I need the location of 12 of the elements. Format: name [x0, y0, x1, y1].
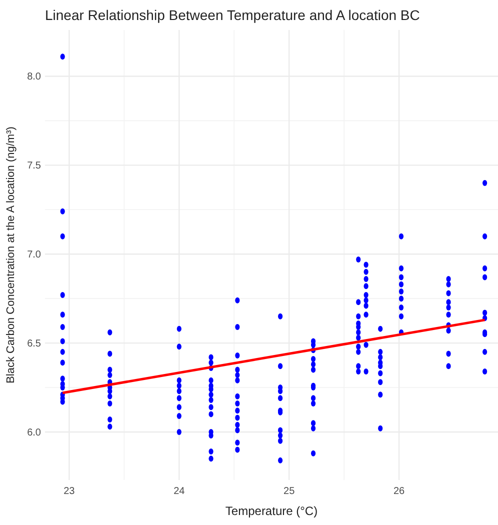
x-tick-label: 24 [174, 486, 186, 497]
y-tick-label: 7.0 [27, 250, 42, 261]
chart-title: Linear Relationship Between Temperature and A location BC [45, 7, 420, 23]
y-axis-title: Black Carbon Concentration at the A location (ng/m³) [5, 126, 17, 384]
y-tick-label: 6.5 [27, 338, 42, 350]
y-tick-label: 6.0 [27, 427, 42, 438]
x-tick-label: 23 [64, 486, 76, 497]
y-tick-label: 8.0 [27, 72, 42, 83]
x-tick-label: 25 [284, 486, 296, 497]
y-tick-label: 7.5 [27, 160, 42, 172]
x-tick-label: 26 [393, 486, 406, 497]
x-axis-title: Temperature (°C) [225, 504, 318, 518]
